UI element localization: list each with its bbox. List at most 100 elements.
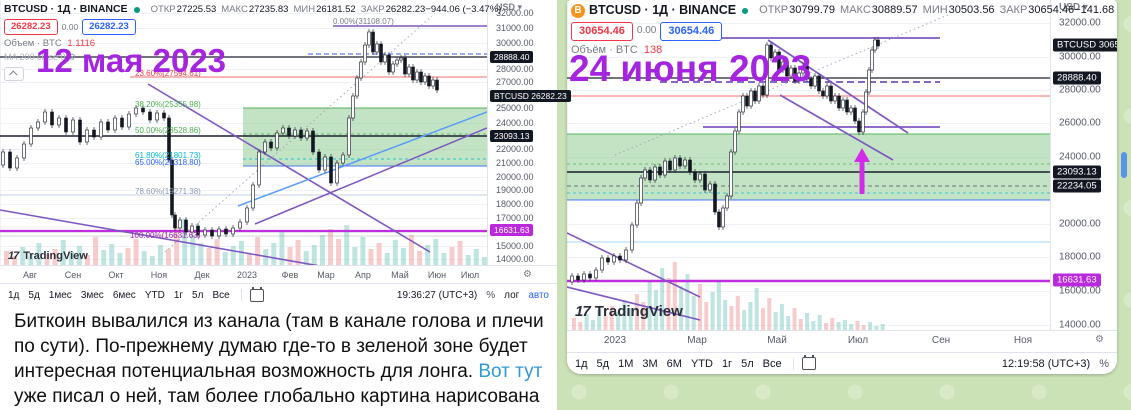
price-tick-label: 18000.00 [496,199,534,209]
range-button-6М[interactable]: 6М [666,357,682,370]
gridline-h [0,82,487,83]
range-button-1д[interactable]: 1д [575,357,588,370]
ohlc-key: ЗАКР [999,3,1028,16]
price-level-badge: BTCUSD 26282.23 [490,90,571,102]
scrollbar-thumb[interactable] [1121,152,1127,178]
buy-price-button[interactable]: 30654.46 [660,21,723,42]
range-button-6мес[interactable]: 6мес [112,289,136,301]
tradingview-chart-may: BTCUSD · 1Д · BINANCE ОТКР27225.53 МАКС27… [0,0,571,410]
range-button-1М[interactable]: 1М [618,357,634,370]
caption-link[interactable]: Вот тут [478,361,543,382]
range-button-1г[interactable]: 1г [173,289,184,301]
range-button-1д[interactable]: 1д [8,289,20,301]
price-axis[interactable]: USD ▾ 32000.00 31000.00 30000.00 28000.00 270… [487,0,571,265]
range-button-3М[interactable]: 3М [642,357,658,370]
price-tick-label: 20000.00 [496,172,534,182]
chart-legend: B BTCUSD · 1Д · BINANCE ОТКР30799.79 МАКС… [571,3,1117,58]
chart-canvas[interactable] [567,0,1050,330]
time-tick-label: Май [767,335,787,346]
range-button-1г[interactable]: 1г [721,357,733,370]
ohlc-key: МИН [293,3,316,15]
time-tick-label: Окт [108,270,124,280]
volume-indicator-label[interactable]: Объём · BTC [571,44,638,57]
range-button-5д[interactable]: 5д [28,289,40,301]
toolbar-divider [240,289,242,301]
tradingview-logo-icon: 17 [8,250,19,262]
range-button-YTD[interactable]: YTD [690,357,713,370]
price-tick-label: 17000.00 [496,213,534,223]
range-button-YTD[interactable]: YTD [144,289,165,301]
price-tick-label: 27000.00 [496,77,534,87]
tradingview-logo[interactable]: 17 TradingView [575,303,683,320]
ohlc-values: ОТКР30799.79 МАКС30889.57 МИН30503.56 ЗАКР3… [754,4,1117,18]
ohlc-key: ОТКР [150,3,176,15]
annotation-date-text: 24 июня 2023 [569,48,812,89]
range-button-3мес[interactable]: 3мес [80,289,104,301]
ohlc-value: −141.68 (−0.46%) [1074,3,1117,16]
goto-date-calendar-icon[interactable] [801,355,816,370]
chart-canvas[interactable] [0,0,487,265]
chart-image-card: B BTCUSD · 1Д · BINANCE ОТКР30799.79 МАКС… [567,0,1117,374]
spread-value: 0.00 [636,25,657,37]
tradingview-logo[interactable]: 17 TradingView [8,250,88,262]
price-level-badge: BTCUSD 30654.46 [1053,38,1117,52]
clock-time[interactable]: 19:36:27 (UTC+3) [396,289,478,301]
market-open-dot [133,6,140,13]
bottom-toolbar: 1д 5д 1М 3М 6М YTD 1г 5л Все 12:19:58 (UTC+3)% [567,352,1117,374]
sell-price-button[interactable]: 30654.46 [571,21,633,42]
scale-toggle-%[interactable]: % [1099,357,1109,370]
scale-toggle-лог[interactable]: лог [504,289,520,301]
price-tick-label: 24000.00 [1059,151,1101,163]
ma-indicator-label[interactable]: MA 200 close 0 [4,51,66,62]
range-button-Все[interactable]: Все [212,289,230,301]
ohlc-value: 27235.83 [248,3,289,15]
volume-indicator-label[interactable]: Объем · BTC [4,38,62,49]
ohlc-value: 26282.23 [385,3,426,15]
ohlc-key: ЗАКР [360,3,385,15]
bottom-toolbar: 1д 5д 1мес 3мес 6мес YTD 1г 5л Все 19:36:27 (UTC+… [0,283,557,306]
axis-settings-gear-icon[interactable]: ⚙ [1095,334,1104,345]
ohlc-key: МИН [922,3,948,16]
currency-selector[interactable]: USD ▾ [496,2,523,12]
fib-level-label: 100.00%(16631.63) [130,231,201,240]
scale-toggle-авто[interactable]: авто [528,289,549,301]
sell-price-button[interactable]: 26282.23 [4,19,58,35]
gridline-h [567,224,1050,225]
range-button-Все[interactable]: Все [762,357,782,370]
price-axis[interactable]: USD ▾ 32000.00 30000.00 28000.00 26000.00 240… [1050,0,1117,331]
price-tick-label: 32000.00 [1059,17,1101,29]
range-button-1мес[interactable]: 1мес [48,289,72,301]
symbol-title[interactable]: BTCUSD · 1Д · BINANCE [589,3,737,17]
time-tick-label: Апр [355,270,371,280]
post-caption: Биткоин вывалился из канала (там в канал… [14,309,549,409]
range-button-5л[interactable]: 5л [741,357,754,370]
axis-settings-gear-icon[interactable]: ⚙ [523,269,532,280]
buy-price-button[interactable]: 26282.23 [82,19,136,35]
price-tick-label: 31000.00 [496,23,534,33]
right-image-panel: B BTCUSD · 1Д · BINANCE ОТКР30799.79 МАКС… [557,0,1131,410]
gridline-h [0,218,487,219]
fib-level-label: 0.00%(31108.07) [333,17,394,26]
price-tick-label: 26000.00 [1059,117,1101,129]
gridline-h [0,123,487,124]
clock-time[interactable]: 12:19:58 (UTC+3) [1001,357,1091,370]
scale-toggle-%[interactable]: % [486,289,496,301]
time-tick-label: Сен [64,270,82,280]
range-button-5д[interactable]: 5д [596,357,610,370]
collapse-legend-button[interactable] [4,67,24,82]
goto-date-calendar-icon[interactable] [249,286,264,302]
price-tick-label: 28000.00 [496,64,534,74]
price-level-badge: 22234.05 [1053,179,1101,193]
price-tick-label: 19000.00 [496,185,534,195]
time-tick-label: Мар [687,335,707,346]
currency-selector[interactable]: USD ▾ [1059,2,1088,13]
ohlc-value: 30889.57 [871,3,918,16]
range-button-5л[interactable]: 5л [192,289,204,301]
time-axis[interactable]: 2023 Мар Май Июл Сен Ноя ⚙ [567,330,1117,353]
price-tick-label: 24000.00 [496,118,534,128]
time-axis[interactable]: Авг Сен Окт Ноя Дек 2023 Фев Мар Апр Май Июн Июл ⚙ [0,265,557,284]
symbol-title[interactable]: BTCUSD · 1Д · BINANCE [4,3,128,15]
price-tick-label: 30000.00 [1059,51,1101,63]
indicator-settings-gear-icon[interactable]: ⚙ [68,51,77,62]
